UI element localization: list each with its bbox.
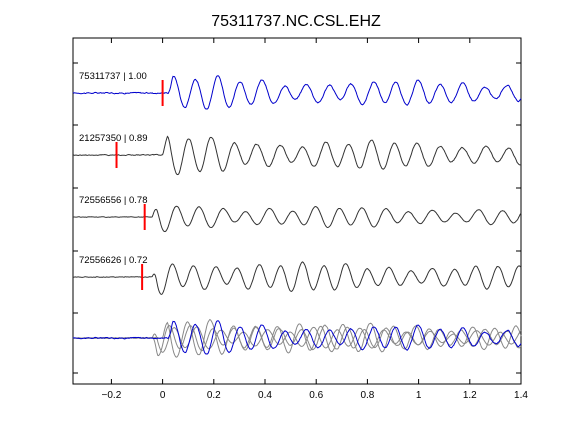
- trace-labels: 75311737 | 1.00 21257350 | 0.89 72556556 |…: [79, 71, 148, 266]
- trace-line: [73, 205, 522, 233]
- x-axis: −0.2 0 0.2 0.4 0.6 0.8 1 1.2 1.4: [102, 38, 528, 401]
- x-tick-label: 0.4: [258, 390, 272, 401]
- trace-label: 72556626 | 0.72: [79, 255, 148, 266]
- trace-label: 75311737 | 1.00: [79, 71, 147, 82]
- x-tick-label: −0.2: [102, 390, 122, 401]
- chart-title: 75311737.NC.CSL.EHZ: [211, 13, 381, 30]
- trace-label: 72556556 | 0.78: [79, 195, 148, 206]
- x-tick-label: 0.6: [309, 390, 323, 401]
- trace-line: [72, 261, 522, 295]
- x-tick-label: 1: [416, 390, 422, 401]
- pick-markers: [115, 80, 164, 290]
- trace-group: [72, 75, 522, 295]
- x-tick-label: 1.2: [463, 390, 477, 401]
- x-tick-label: 0: [160, 390, 166, 401]
- y-axis: [73, 62, 521, 374]
- overlay-trace: [73, 326, 522, 353]
- overlay-trace: [72, 320, 522, 355]
- trace-label: 21257350 | 0.89: [79, 133, 148, 144]
- axes-frame: [72, 37, 522, 385]
- x-tick-label: 1.4: [514, 390, 528, 401]
- x-tick-label: 0.8: [360, 390, 374, 401]
- overlay-stack: [72, 318, 522, 358]
- x-tick-label: 0.2: [207, 390, 221, 401]
- overlay-trace: [72, 323, 522, 357]
- trace-line: [72, 135, 522, 176]
- trace-line: [72, 75, 522, 110]
